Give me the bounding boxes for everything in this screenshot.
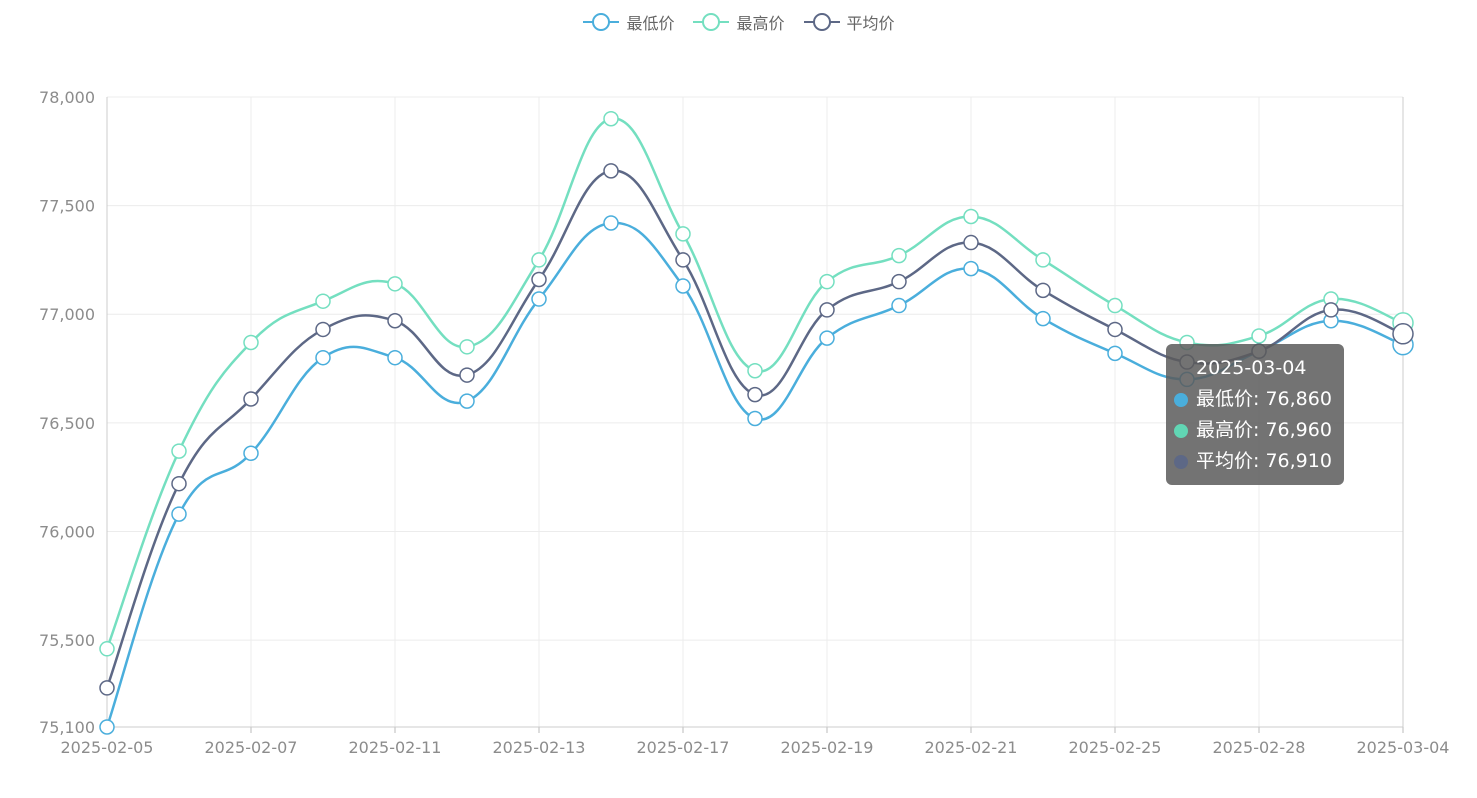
series-line <box>105 221 1404 728</box>
legend-line-circle-icon <box>803 13 840 31</box>
data-point <box>171 443 187 459</box>
data-point <box>99 680 115 696</box>
data-point <box>963 208 979 225</box>
tooltip-row-avg: 平均价: 76,910 <box>1174 446 1336 477</box>
data-point <box>1107 297 1123 314</box>
legend-item-avg[interactable]: 平均价 <box>803 10 895 34</box>
data-point <box>963 260 979 277</box>
data-point <box>747 386 763 403</box>
series-line <box>105 169 1404 689</box>
data-point <box>531 291 547 307</box>
y-tick-label: 77,000 <box>39 305 95 324</box>
data-point <box>171 475 187 492</box>
data-point <box>99 641 115 657</box>
x-tick-label: 2025-02-19 <box>781 738 874 757</box>
legend-label: 最高价 <box>736 14 785 33</box>
data-point <box>459 367 475 383</box>
x-tick-label: 2025-02-11 <box>349 738 442 757</box>
x-tick-label: 2025-02-13 <box>493 738 586 757</box>
data-point <box>459 393 475 409</box>
data-point <box>387 313 403 329</box>
data-point <box>243 334 259 351</box>
data-point <box>531 252 547 268</box>
x-tick-label: 2025-02-17 <box>637 738 730 757</box>
legend: 最低价 最高价 平均价 <box>0 10 1477 34</box>
data-point <box>99 719 115 735</box>
y-tick-label: 75,500 <box>39 631 95 650</box>
data-point <box>1107 321 1123 338</box>
data-point <box>1323 302 1339 318</box>
series-dot-icon <box>1174 392 1188 407</box>
data-point <box>747 362 763 379</box>
data-point <box>1107 345 1123 362</box>
tooltip-value: 最高价: 76,960 <box>1196 419 1332 441</box>
legend-label: 平均价 <box>846 14 895 33</box>
tooltip-row-high: 最高价: 76,960 <box>1174 415 1336 446</box>
y-tick-label: 78,000 <box>39 88 95 107</box>
data-point <box>1392 323 1414 345</box>
data-point <box>891 297 907 314</box>
data-point <box>603 110 619 127</box>
data-point <box>963 234 979 251</box>
y-tick-label: 77,500 <box>39 197 95 216</box>
x-tick-label: 2025-03-04 <box>1357 738 1450 757</box>
data-point <box>675 278 691 294</box>
data-point <box>1035 282 1051 299</box>
tooltip-date: 2025-03-04 <box>1196 357 1307 379</box>
tooltip-row-low: 最低价: 76,860 <box>1174 384 1336 415</box>
x-tick-label: 2025-02-25 <box>1069 738 1162 757</box>
data-point <box>1035 310 1051 327</box>
legend-item-high[interactable]: 最高价 <box>692 10 785 34</box>
x-tick-label: 2025-02-21 <box>925 738 1018 757</box>
y-tick-label: 75,100 <box>39 718 95 737</box>
x-tick-label: 2025-02-05 <box>61 738 154 757</box>
data-point <box>315 321 331 338</box>
series-line <box>105 117 1404 650</box>
data-point <box>819 302 835 318</box>
x-tick-label: 2025-02-28 <box>1213 738 1306 757</box>
data-point <box>675 252 691 268</box>
axes: 75,100 75,500 76,000 76,500 77,000 77,500 78,0… <box>39 88 1449 757</box>
data-point <box>315 293 331 309</box>
x-tick-label: 2025-02-07 <box>205 738 298 757</box>
data-point <box>675 226 691 242</box>
y-tick-label: 76,000 <box>39 522 95 541</box>
legend-line-circle-icon <box>693 13 730 31</box>
series-dot-icon <box>1174 423 1188 438</box>
data-point <box>1251 328 1267 344</box>
legend-line-circle-icon <box>583 13 620 31</box>
data-point <box>243 391 259 407</box>
data-point <box>387 349 403 366</box>
tooltip-value: 平均价: 76,910 <box>1196 450 1332 472</box>
chart-tooltip: 2025-03-04 最低价: 76,860 最高价: 76,960 平均价: … <box>1166 344 1344 485</box>
data-point <box>603 215 619 231</box>
data-point <box>315 349 331 366</box>
data-point <box>171 506 187 522</box>
data-point <box>819 273 835 290</box>
legend-label: 最低价 <box>626 14 675 33</box>
data-point <box>747 410 763 427</box>
data-point <box>243 445 259 462</box>
legend-item-low[interactable]: 最低价 <box>582 10 674 34</box>
data-point <box>531 271 547 288</box>
grid <box>106 96 1404 728</box>
data-point <box>891 273 907 290</box>
data-point <box>603 163 619 179</box>
data-point <box>1035 252 1051 268</box>
series-dot-icon <box>1174 454 1188 469</box>
tooltip-value: 最低价: 76,860 <box>1196 388 1332 410</box>
y-tick-label: 76,500 <box>39 414 95 433</box>
data-point <box>459 339 475 355</box>
data-point <box>819 330 835 346</box>
data-point <box>891 247 907 264</box>
data-point <box>387 276 403 292</box>
